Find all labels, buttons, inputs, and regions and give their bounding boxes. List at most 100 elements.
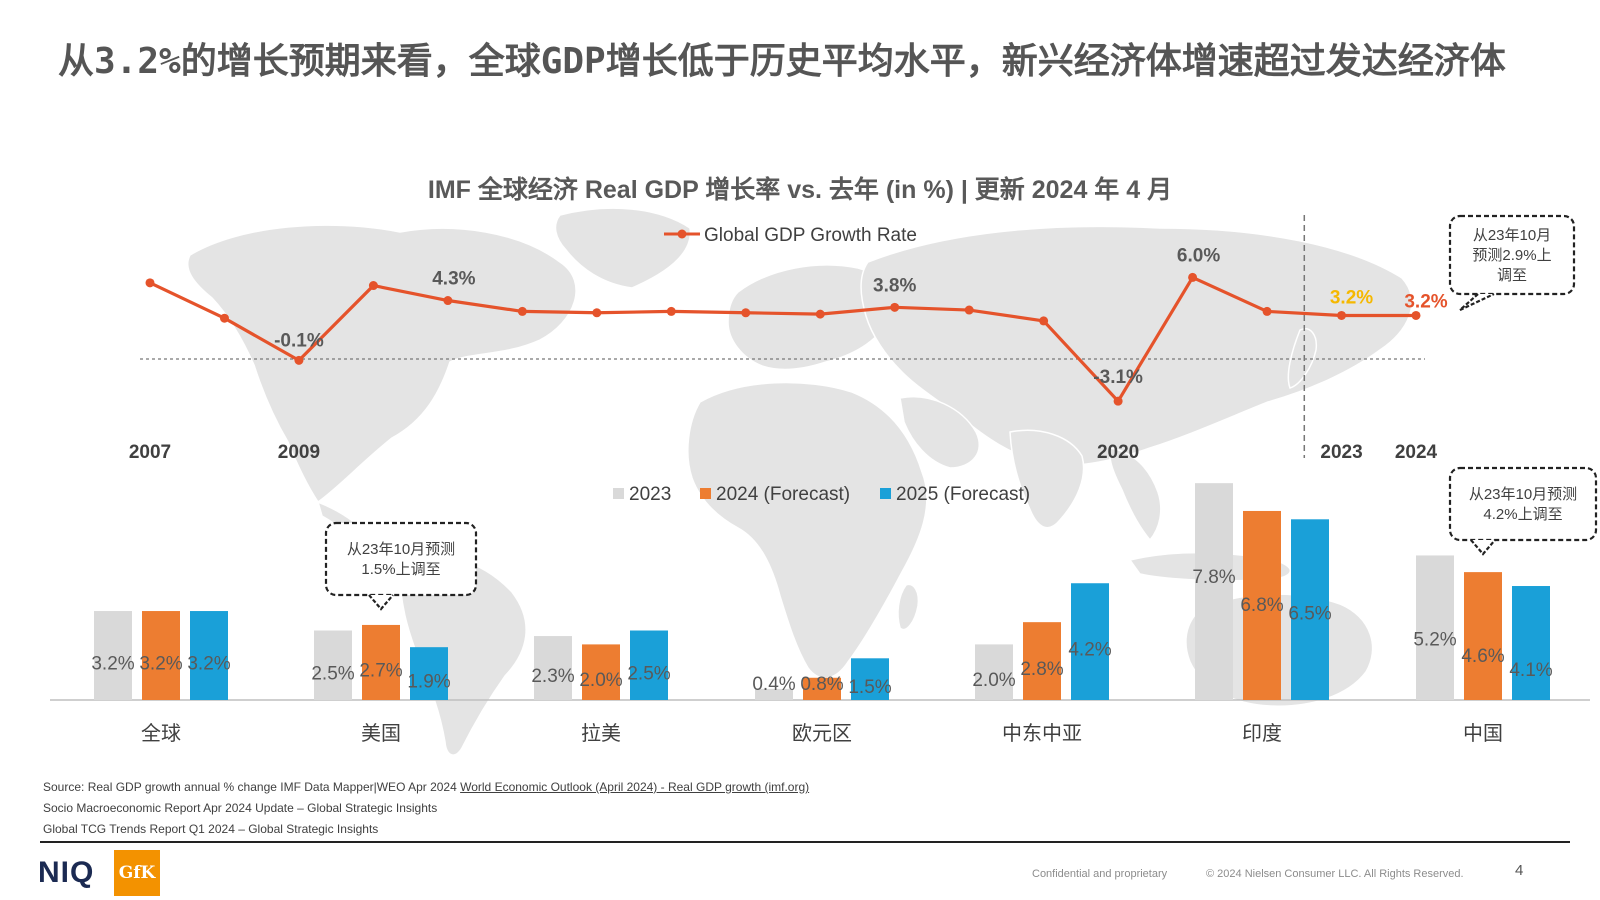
bar-7-series-1: [1416, 555, 1454, 700]
bar-value-label-3-2: 2.0%: [579, 670, 622, 691]
line-chart: Global GDP Growth Rate -0.1% 4.3% 3.8% -3.1%…: [129, 214, 1576, 463]
line-legend-label: Global GDP Growth Rate: [704, 225, 917, 246]
bar-callout-us-box: [324, 521, 478, 597]
copyright-notice: © 2024 Nielsen Consumer LLC. All Rights …: [1206, 868, 1464, 880]
line-data-label-2017: 3.8%: [873, 275, 916, 296]
gfk-logo: GfK: [114, 850, 160, 896]
bar-value-label-6-3: 6.5%: [1288, 603, 1331, 624]
bar-6-series-2: [1243, 510, 1281, 700]
bar-3-series-2: [582, 644, 620, 700]
line-legend-marker: [677, 229, 687, 239]
bar-value-label-6-2: 6.8%: [1240, 595, 1283, 616]
line-point-2023: [1337, 310, 1347, 320]
bar-category-label-3: 拉美: [581, 722, 621, 745]
bar-callout-us: 从23年10月预测 1.5%上调至: [324, 521, 478, 611]
bar-1-series-1: [94, 611, 132, 700]
bar-value-label-4-1: 0.4%: [752, 674, 795, 695]
bar-category-label-1: 全球: [141, 722, 181, 745]
map-japan: [1287, 328, 1318, 389]
chart-title: IMF 全球经济 Real GDP 增长率 vs. 去年 (in %) | 更新…: [427, 176, 1173, 204]
line-point-2009: [294, 355, 304, 365]
map-madagascar: [897, 583, 920, 631]
bar-4-series-2: [803, 677, 841, 700]
line-point-2008: [219, 313, 229, 323]
line-callout-line-3: 调至: [1497, 267, 1527, 284]
bar-category-label-6: 印度: [1242, 722, 1282, 745]
bar-category-label-5: 中东中亚: [1002, 722, 1082, 745]
bar-callout-us-line-1: 从23年10月预测: [347, 541, 455, 558]
bar-2-series-1: [314, 630, 352, 700]
map-africa: [687, 381, 928, 679]
line-point-2016: [815, 309, 825, 319]
bar-legend-label-1: 2023: [629, 484, 671, 505]
bar-5-series-2: [1023, 622, 1061, 700]
line-data-label-2023: 3.2%: [1330, 287, 1373, 308]
bar-legend-swatch-3: [880, 488, 891, 499]
bar-6-series-1: [1195, 483, 1233, 700]
bar-value-label-2-3: 1.9%: [407, 672, 450, 693]
bar-value-label-7-3: 4.1%: [1509, 660, 1552, 681]
bar-value-label-1-1: 3.2%: [91, 654, 134, 675]
bar-value-label-5-1: 2.0%: [972, 670, 1015, 691]
bar-value-label-2-2: 2.7%: [359, 660, 402, 681]
line-x-tick-2020: 2020: [1097, 442, 1139, 463]
page-number: 4: [1515, 862, 1524, 879]
line-point-2020: [1113, 396, 1123, 406]
bar-4-series-1: [755, 688, 793, 700]
bar-1-series-3: [190, 611, 228, 700]
line-point-2013: [592, 308, 602, 318]
bar-value-label-3-3: 2.5%: [627, 663, 670, 684]
bar-value-label-7-2: 4.6%: [1461, 646, 1504, 667]
line-data-label-2021: 6.0%: [1177, 245, 1220, 266]
bar-7-series-2: [1464, 572, 1502, 700]
bar-4-series-3: [851, 658, 889, 700]
line-x-tick-2007: 2007: [129, 442, 171, 463]
line-data-label-2020: -3.1%: [1093, 367, 1143, 388]
map-india: [1009, 429, 1085, 529]
line-point-2022: [1262, 306, 1272, 316]
line-data-label-2011: 4.3%: [432, 269, 475, 290]
bar-2-series-2: [362, 624, 400, 700]
source-line-1-text: Source: Real GDP growth annual % change …: [43, 780, 461, 794]
bar-value-label-5-2: 2.8%: [1020, 659, 1063, 680]
line-point-2012: [517, 306, 527, 316]
source-line-2: Socio Macroeconomic Report Apr 2024 Upda…: [43, 801, 438, 815]
niq-logo: NIQ: [38, 856, 95, 889]
map-europe: [727, 264, 894, 371]
line-callout-line-1: 从23年10月: [1473, 227, 1551, 244]
source-line-1: Source: Real GDP growth annual % change …: [43, 780, 809, 794]
line-point-2019: [1039, 316, 1049, 326]
bar-value-label-6-1: 7.8%: [1192, 567, 1235, 588]
bar-callout-china-line-1: 从23年10月预测: [1469, 486, 1577, 503]
bar-1-series-2: [142, 611, 180, 700]
bar-category-label-4: 欧元区: [792, 722, 852, 745]
bar-7-series-3: [1512, 586, 1550, 700]
line-point-2015: [741, 308, 751, 318]
slide-title: 从3.2%的增长预期来看，全球GDP增长低于历史平均水平，新兴经济体增速超过发达…: [58, 41, 1506, 82]
bar-legend-swatch-2: [700, 488, 711, 499]
line-x-tick-2024: 2024: [1395, 442, 1438, 463]
line-point-2024: [1411, 310, 1421, 320]
line-point-2010: [368, 281, 378, 291]
source-link[interactable]: World Economic Outlook (April 2024) - Re…: [460, 780, 810, 794]
line-point-2021: [1188, 272, 1198, 282]
global-gdp-growth-line: [149, 275, 1416, 403]
confidential-notice: Confidential and proprietary: [1032, 868, 1168, 880]
bar-value-label-5-3: 4.2%: [1068, 640, 1111, 661]
line-data-label-2009: -0.1%: [274, 330, 324, 351]
line-point-2018: [964, 305, 974, 315]
map-arabia: [899, 396, 981, 469]
bar-value-label-7-1: 5.2%: [1413, 629, 1456, 650]
line-point-2007: [145, 278, 155, 288]
line-x-tick-2009: 2009: [278, 442, 320, 463]
bar-2-series-3: [410, 647, 448, 700]
bar-value-label-2-1: 2.5%: [311, 663, 354, 684]
bar-callout-china-box: [1448, 466, 1598, 542]
bar-3-series-1: [534, 636, 572, 700]
bar-value-label-3-1: 2.3%: [531, 666, 574, 687]
bar-value-label-1-3: 3.2%: [187, 654, 230, 675]
line-callout-box: [1448, 214, 1576, 296]
